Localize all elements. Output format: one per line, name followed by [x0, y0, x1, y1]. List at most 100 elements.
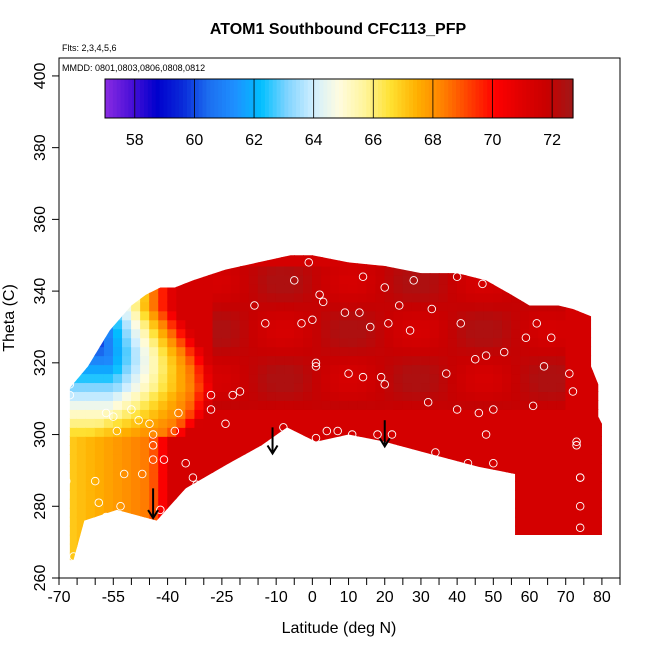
field-cell	[149, 471, 160, 482]
field-cell	[520, 373, 531, 384]
field-cell	[529, 373, 540, 384]
field-cell	[429, 256, 440, 267]
field-cell	[69, 382, 78, 393]
field-cell	[284, 382, 295, 393]
field-cell	[493, 292, 503, 303]
field-cell	[230, 337, 241, 348]
field-cell	[131, 355, 141, 366]
colorbar-segment	[288, 79, 293, 118]
field-cell	[565, 239, 575, 249]
field-cell	[94, 310, 105, 321]
field-cell	[511, 328, 521, 339]
sample-point	[242, 458, 252, 468]
field-cell	[456, 319, 467, 330]
sample-point	[318, 297, 328, 307]
field-cell	[574, 346, 585, 357]
field-cell	[474, 525, 485, 536]
field-cell	[502, 418, 512, 428]
field-cell	[176, 498, 187, 509]
field-cell	[348, 239, 358, 249]
field-cell	[76, 507, 87, 518]
field-cell	[592, 382, 602, 393]
field-cell	[493, 346, 503, 357]
field-cell	[502, 552, 512, 561]
field-cell	[266, 319, 277, 330]
field-cell	[321, 418, 331, 428]
field-cell	[131, 453, 141, 464]
field-cell	[447, 319, 458, 330]
field-cell	[59, 319, 69, 329]
field-cell	[393, 462, 404, 473]
field-cell	[122, 256, 132, 267]
field-cell	[366, 256, 377, 267]
field-cell	[465, 552, 476, 561]
field-cell	[348, 355, 359, 366]
field-cell	[194, 552, 205, 561]
field-cell	[321, 328, 331, 339]
colorbar-segment	[272, 79, 278, 118]
field-cell	[420, 355, 431, 366]
field-cell	[94, 391, 105, 401]
field-cell	[167, 453, 178, 464]
field-cell	[447, 436, 458, 446]
field-cell	[76, 427, 87, 437]
sample-point	[373, 430, 382, 439]
field-cell	[257, 301, 268, 312]
field-cell	[221, 436, 232, 446]
field-cell	[284, 256, 295, 267]
field-cell	[257, 328, 268, 339]
field-cell	[402, 355, 413, 366]
field-cell	[375, 239, 385, 249]
field-cell	[248, 427, 259, 437]
field-cell	[348, 489, 359, 500]
field-cell	[69, 310, 78, 321]
field-cell	[94, 337, 105, 348]
field-cell	[565, 462, 576, 473]
sample-point	[65, 390, 75, 400]
field-cell	[158, 283, 169, 294]
field-cell	[520, 445, 531, 455]
field-cell	[474, 274, 485, 285]
field-cell	[239, 283, 250, 294]
field-cell	[375, 507, 386, 518]
field-cell	[411, 274, 422, 285]
field-cell	[248, 409, 259, 419]
field-cell	[538, 489, 549, 500]
sample-point	[311, 433, 321, 443]
field-cell	[212, 462, 223, 473]
field-cell	[538, 346, 549, 357]
field-cell	[420, 445, 431, 455]
field-cell	[330, 489, 340, 500]
field-cell	[69, 534, 78, 545]
field-cell	[69, 265, 78, 276]
field-cell	[384, 283, 395, 294]
field-cell	[149, 319, 160, 330]
field-cell	[474, 489, 485, 500]
field-cell	[167, 409, 178, 419]
field-cell	[348, 319, 359, 330]
field-cell	[556, 382, 567, 393]
field-cell	[221, 516, 232, 527]
field-cell	[429, 346, 440, 357]
field-cell	[176, 292, 187, 303]
colorbar-segment	[456, 79, 461, 118]
field-cell	[420, 274, 431, 285]
colorbar-segment	[307, 79, 313, 118]
field-cell	[284, 355, 295, 366]
field-cell	[149, 534, 160, 545]
field-cell	[520, 462, 531, 473]
field-cell	[149, 382, 160, 393]
field-cell	[574, 427, 585, 437]
field-cell	[257, 346, 268, 357]
field-cell	[457, 239, 467, 249]
field-cell	[547, 516, 558, 527]
field-cell	[483, 319, 494, 330]
field-cell	[348, 525, 359, 536]
field-cell	[103, 346, 114, 357]
sample-point	[452, 405, 462, 414]
field-cell	[85, 373, 96, 384]
field-cell	[149, 355, 160, 366]
field-cell	[167, 525, 178, 536]
colorbar-segment	[108, 79, 114, 118]
field-cell	[103, 283, 114, 294]
